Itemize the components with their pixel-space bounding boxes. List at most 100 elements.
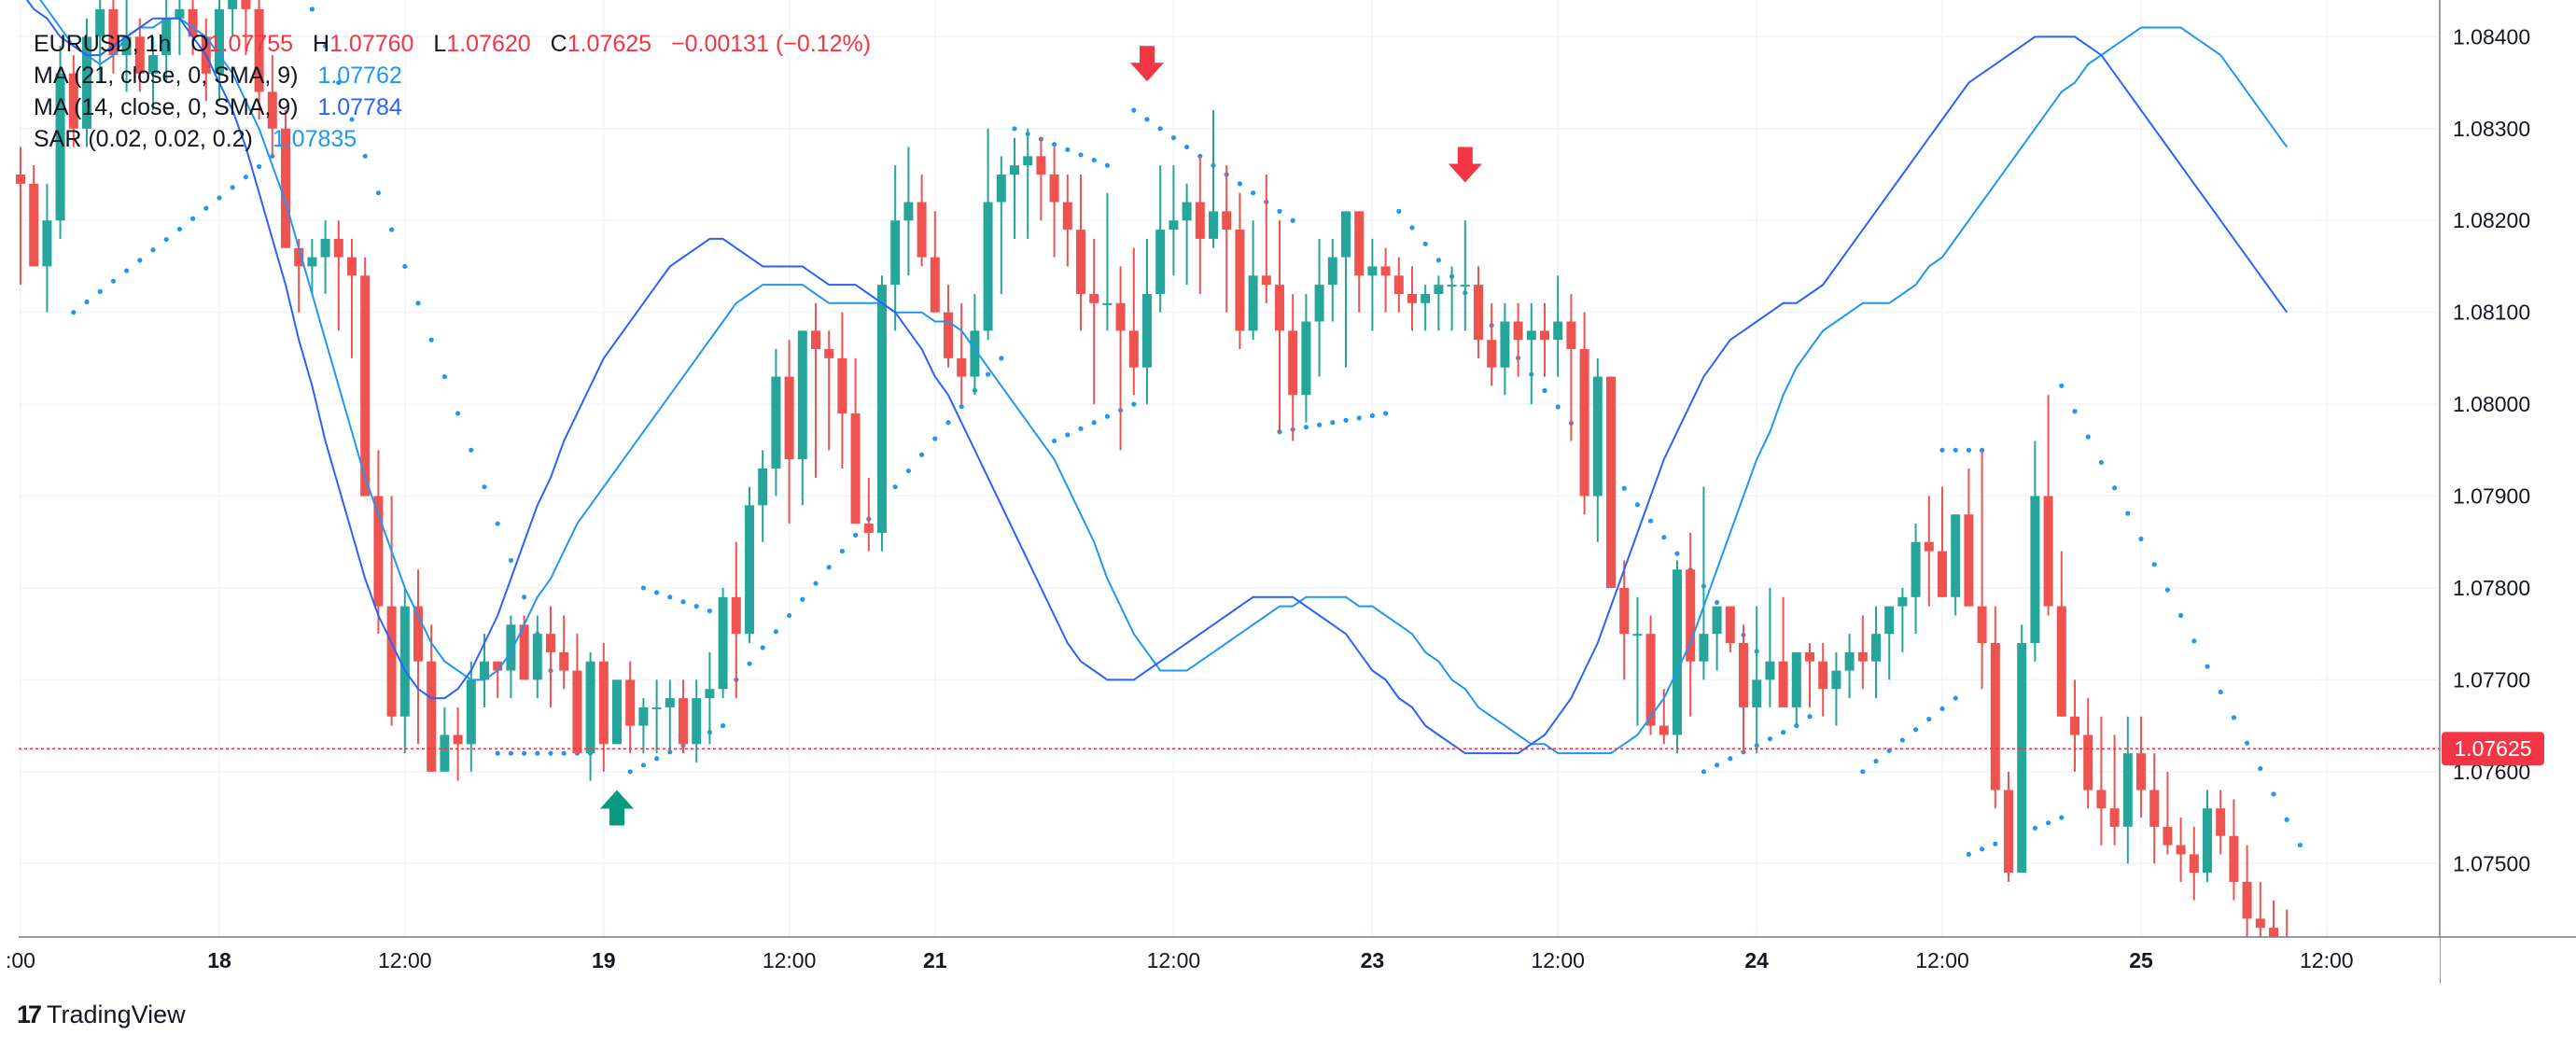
- candle-up: [1447, 285, 1457, 287]
- candle-up: [1752, 679, 1762, 707]
- candle-down: [333, 238, 343, 258]
- candle-up: [2122, 753, 2133, 827]
- candle-down: [1487, 340, 1497, 368]
- sar-dot: [693, 604, 699, 609]
- ma14-value: 1.07784: [317, 94, 402, 120]
- sar-label: SAR (0.02, 0.02, 0.2): [34, 126, 253, 152]
- candle-down: [1036, 156, 1046, 175]
- sar-dot: [1807, 714, 1813, 720]
- candle-down: [1645, 634, 1656, 726]
- candle-down: [2083, 734, 2093, 790]
- candle-down: [360, 275, 371, 497]
- ma14-row[interactable]: MA (14, close, 0, SMA, 9) 1.07784: [34, 91, 871, 123]
- sar-dot: [1794, 723, 1799, 729]
- candle-up: [983, 202, 993, 331]
- sar-dot: [1634, 502, 1640, 508]
- candle-up: [480, 661, 489, 680]
- sar-dot: [455, 411, 461, 416]
- tradingview-logo[interactable]: 17 TradingView: [17, 1000, 186, 1029]
- candle-down: [519, 624, 529, 680]
- candle-down: [731, 596, 741, 635]
- candle-up: [1301, 321, 1311, 396]
- sar-dot: [2284, 817, 2289, 822]
- sar-dot: [137, 258, 143, 263]
- sar-dot: [1873, 758, 1879, 764]
- candle-down: [930, 257, 940, 313]
- tradingview-brand: TradingView: [47, 1000, 186, 1028]
- candle-down: [572, 670, 582, 754]
- sar-dot: [2085, 434, 2091, 440]
- candle-up: [705, 689, 715, 699]
- sar-dot: [1317, 422, 1323, 427]
- candle-down: [386, 606, 397, 717]
- sar-dot: [163, 236, 169, 243]
- candle-down: [1513, 321, 1523, 341]
- sar-dot: [2297, 842, 2303, 848]
- price-tick-label: 1.07800: [2453, 576, 2530, 600]
- sar-dot: [654, 590, 660, 595]
- sar-dot: [522, 750, 527, 756]
- ma21-row[interactable]: MA (21, close, 0, SMA, 9) 1.07762: [34, 60, 871, 91]
- sar-dot: [1674, 551, 1680, 556]
- candle-down: [679, 698, 688, 745]
- candle-up: [175, 8, 185, 19]
- candle-up: [890, 220, 901, 286]
- sar-dot: [402, 263, 408, 270]
- signal-arrows: [600, 46, 1482, 826]
- sar-dot: [97, 288, 103, 294]
- time-tick-label: :00: [6, 948, 35, 972]
- candle-up: [1951, 514, 1961, 597]
- ma14-line: [25, 0, 2289, 755]
- candle-up: [1367, 266, 1378, 276]
- candle-up: [1314, 285, 1324, 322]
- sar-dot: [1369, 413, 1375, 419]
- candle-down: [1235, 230, 1245, 331]
- candle-down: [957, 357, 967, 377]
- sell-signal-arrow: [1130, 46, 1164, 82]
- candle-up: [440, 734, 450, 772]
- sar-dot: [1715, 762, 1720, 768]
- candle-up: [638, 706, 649, 726]
- candle-up: [1553, 321, 1563, 341]
- sar-dot: [1144, 117, 1150, 122]
- candle-up: [1712, 606, 1722, 635]
- candle-down: [1128, 330, 1139, 368]
- sar-dot: [932, 436, 938, 441]
- sar-dot: [482, 484, 487, 490]
- sar-dot: [1237, 181, 1242, 187]
- sar-dot: [853, 532, 859, 538]
- sar-row[interactable]: SAR (0.02, 0.02, 0.2) 1.07835: [34, 123, 871, 155]
- sar-dot: [1104, 413, 1110, 419]
- candle-down: [1288, 330, 1298, 396]
- candle-up: [1182, 202, 1192, 221]
- low-value: 1.07620: [446, 31, 531, 57]
- sar-dot: [1542, 387, 1547, 394]
- price-axis-bg[interactable]: [2440, 0, 2576, 937]
- candle-up: [1897, 596, 1908, 607]
- candle-up: [1209, 211, 1218, 239]
- sar-dot: [1701, 769, 1706, 775]
- sar-dot: [839, 548, 846, 554]
- sar-dot: [1555, 404, 1561, 410]
- sar-dot: [892, 484, 898, 490]
- sar-dot: [747, 661, 752, 666]
- candle-up: [1102, 302, 1113, 305]
- symbol-label[interactable]: EURUSD, 1h: [34, 31, 172, 57]
- candle-down: [784, 376, 794, 460]
- sar-dot: [495, 750, 500, 756]
- sar-dot: [1409, 225, 1415, 231]
- candle-down: [1195, 202, 1205, 239]
- sar-dot: [1065, 432, 1071, 438]
- candle-up: [1421, 293, 1431, 303]
- candle-down: [2216, 808, 2226, 836]
- open-label: O: [190, 31, 209, 57]
- candle-up: [1911, 541, 1921, 597]
- sar-dot: [826, 565, 832, 570]
- sar-dot: [1661, 535, 1667, 540]
- sar-dot: [150, 247, 156, 253]
- candle-up: [1791, 651, 1801, 707]
- time-axis-bg[interactable]: [0, 937, 2440, 984]
- candle-up: [903, 202, 914, 221]
- candle-up: [1142, 293, 1152, 368]
